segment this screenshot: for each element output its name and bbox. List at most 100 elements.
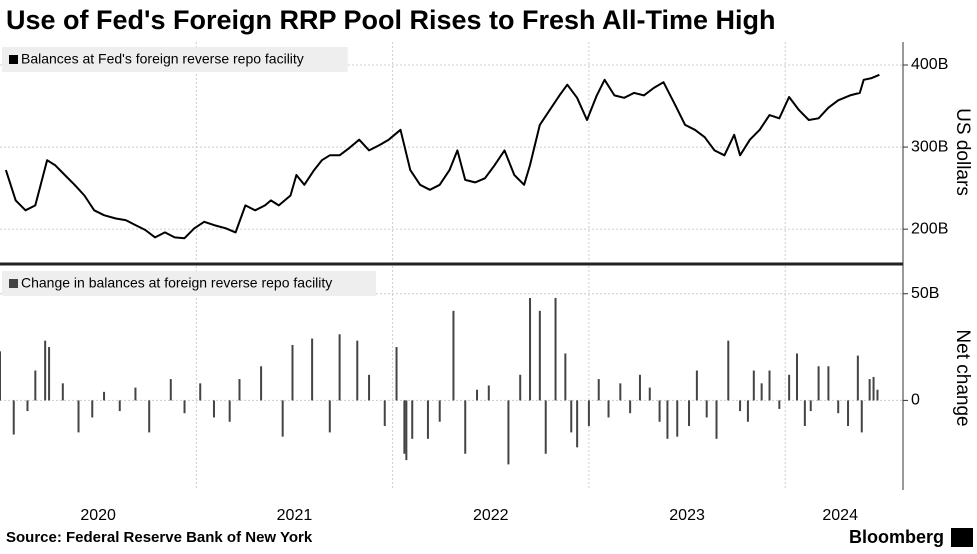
bar	[746, 400, 749, 422]
bar	[438, 400, 441, 422]
bar	[837, 400, 840, 414]
bar	[554, 298, 557, 401]
bar	[338, 334, 341, 401]
bar	[403, 400, 406, 454]
y-tick-label: 0	[911, 392, 920, 409]
bar	[564, 353, 567, 401]
bar	[570, 400, 573, 433]
bar	[395, 347, 398, 401]
bar	[856, 355, 859, 401]
bar	[519, 374, 522, 401]
bar	[61, 383, 64, 401]
bar	[228, 400, 231, 422]
bar	[464, 400, 467, 454]
bar	[487, 385, 490, 401]
legend-label: Balances at Fed's foreign reverse repo f…	[21, 51, 304, 67]
legend-label: Change in balances at foreign reverse re…	[21, 275, 332, 291]
bar	[847, 400, 850, 426]
bar	[607, 400, 610, 418]
bar	[778, 400, 781, 409]
y-tick-label: 400B	[911, 56, 948, 73]
bar	[91, 400, 94, 418]
bar	[311, 338, 314, 401]
legend-box	[2, 271, 377, 296]
bar	[788, 374, 791, 401]
bar	[752, 370, 755, 401]
bar	[715, 400, 718, 439]
bar	[183, 400, 186, 414]
bar	[803, 400, 806, 426]
bar	[676, 400, 679, 437]
bar	[688, 400, 691, 426]
bar	[587, 400, 590, 426]
bar	[12, 400, 15, 435]
bar	[34, 370, 37, 401]
bar	[260, 366, 263, 401]
source: Source: Federal Reserve Bank of New York	[6, 529, 313, 546]
bar	[868, 379, 871, 401]
bar	[860, 400, 863, 433]
bar	[538, 310, 541, 401]
bar	[368, 374, 371, 401]
chart-title: Use of Fed's Foreign RRP Pool Rises to F…	[6, 5, 776, 35]
y-tick-label: 200B	[911, 220, 948, 237]
bar	[148, 400, 151, 433]
bar	[169, 379, 172, 401]
bar	[760, 383, 763, 401]
bar	[629, 400, 632, 414]
y-tick-label: 50B	[911, 285, 939, 302]
bar	[638, 374, 641, 401]
bar	[739, 400, 742, 412]
bar	[411, 400, 414, 439]
bar	[291, 344, 294, 401]
bar	[238, 379, 241, 401]
legend-swatch	[9, 55, 18, 64]
legend-swatch	[9, 279, 18, 288]
bar	[44, 340, 47, 401]
bar	[666, 400, 669, 439]
bar	[281, 400, 284, 437]
bar	[648, 387, 651, 401]
bar	[658, 400, 661, 422]
bar	[619, 383, 622, 401]
bar	[876, 389, 879, 401]
bar	[103, 391, 106, 401]
bar	[768, 370, 771, 401]
bar	[529, 298, 532, 401]
bar	[426, 400, 429, 439]
bar	[212, 400, 215, 418]
bar	[199, 383, 202, 401]
legend-box	[2, 47, 348, 72]
bar	[597, 379, 600, 401]
bar	[872, 376, 875, 401]
x-tick-label: 2023	[669, 507, 705, 524]
bar	[795, 353, 798, 401]
bar	[727, 340, 730, 401]
bar	[134, 387, 137, 401]
y-tick-label: 300B	[911, 138, 948, 155]
bar	[705, 400, 708, 418]
x-tick-label: 2024	[822, 507, 858, 524]
bar	[118, 400, 121, 412]
bar	[476, 389, 479, 401]
bar	[48, 347, 51, 401]
bar	[383, 400, 386, 426]
brand-icon	[951, 528, 973, 547]
x-tick-label: 2021	[277, 507, 313, 524]
line-series	[4, 73, 880, 240]
bar	[809, 400, 812, 412]
bar	[77, 400, 80, 433]
bar	[26, 400, 29, 412]
bar	[817, 366, 820, 401]
bar	[356, 340, 359, 401]
bar	[507, 400, 510, 465]
bar	[452, 310, 455, 401]
x-tick-label: 2020	[80, 507, 116, 524]
bar	[695, 370, 698, 401]
bar	[544, 400, 547, 454]
bar	[0, 351, 1, 401]
brand: Bloomberg	[849, 527, 944, 547]
y-axis-title: Net change	[952, 329, 973, 426]
bar	[576, 400, 579, 448]
